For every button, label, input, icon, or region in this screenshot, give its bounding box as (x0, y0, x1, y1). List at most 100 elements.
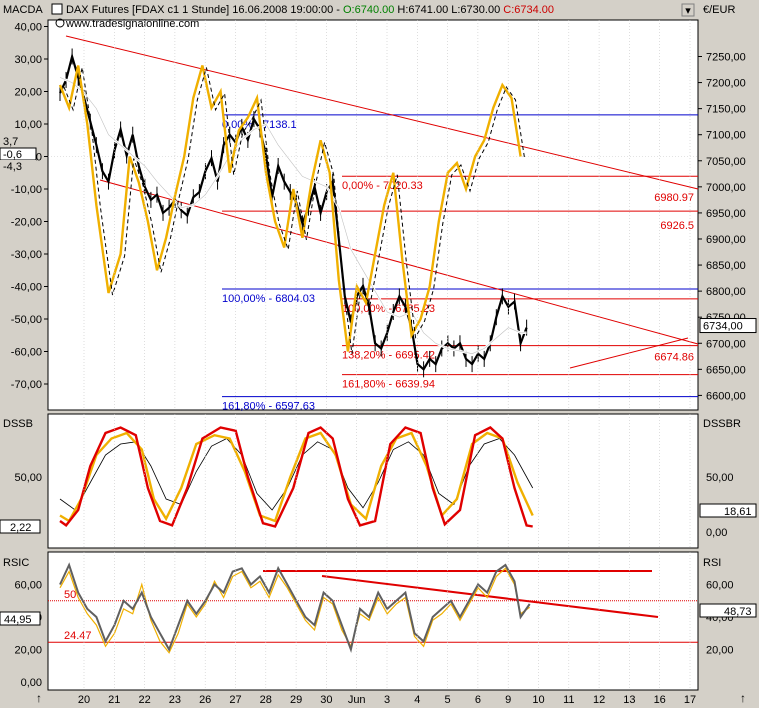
x-tick-label: 28 (260, 694, 272, 705)
rsi-right-tick: 60,00 (706, 580, 734, 592)
macd-tick-label: 10,00 (14, 119, 42, 131)
fib-red-label: 161,80% - 6639.94 (342, 379, 435, 391)
value-box-text: 3,7 (3, 136, 18, 148)
price-tick-label: 6800,00 (706, 286, 746, 298)
x-tick-label: 6 (475, 694, 481, 705)
fib-red-label: 0,00% - 7020.33 (342, 180, 423, 192)
level-label: 6674.86 (654, 351, 694, 363)
trend-line-support (569, 337, 689, 369)
value-box (0, 160, 36, 172)
current-price-text: 6734,00 (703, 321, 743, 333)
stoch-red-line (59, 426, 533, 528)
macd-tick-label: 30,00 (14, 54, 42, 66)
x-tick-label: 26 (199, 694, 211, 705)
copyright-icon (55, 18, 65, 28)
macd-yellow-line (58, 65, 522, 352)
trend-line-upper (65, 35, 699, 190)
x-tick-label: 27 (229, 694, 241, 705)
x-tick-label: 30 (320, 694, 332, 705)
rsi-left-label: RSIC (3, 557, 29, 569)
value-box (0, 135, 36, 147)
fib-red-label: 138,20% - 6695.42 (342, 350, 435, 362)
rsi-left-tick: 0,00 (21, 677, 42, 689)
macd-tick-label: -10,00 (11, 184, 42, 196)
rsi-panel[interactable] (47, 551, 699, 691)
x-tick-label: 9 (505, 694, 511, 705)
scroll-right-icon[interactable]: ↑ (740, 691, 746, 705)
stoch-right-box (699, 503, 757, 518)
macd-tick-label: 40,00 (14, 22, 42, 34)
rsi-left-tick: 60,00 (14, 580, 42, 592)
x-tick-label: 17 (684, 694, 696, 705)
stoch-left-tick: 50,00 (14, 472, 42, 484)
trend-line-lower (99, 179, 699, 345)
stochastic-chart (59, 426, 534, 528)
macd-tick-label: -50,00 (11, 314, 42, 326)
price-tick-label: 7100,00 (706, 130, 746, 142)
x-tick-label: 21 (108, 694, 120, 705)
rsi-trend-line (321, 575, 659, 618)
price-tick-label: 6950,00 (706, 208, 746, 220)
rsi-level-label: 24.47 (64, 630, 92, 642)
stoch-right-label: DSSBR (703, 418, 741, 430)
title-part: H:6741.00 L:6730.00 (394, 4, 503, 16)
rsi-left-tick: 20,00 (14, 645, 42, 657)
axes: 20 21 22 23 26 27 28 29 30 Jun 3 4 5 6 9 10 11 12 13 16 17 72… (0, 20, 757, 706)
rsi-right-tick: 20,00 (706, 645, 734, 657)
rsi-left-box-text: 44,95 (4, 614, 32, 626)
stoch-orange-line (59, 431, 534, 523)
value-box-text: -4,3 (3, 161, 22, 173)
price-tick-label: 7150,00 (706, 104, 746, 116)
left-axis-label: MACDA (3, 4, 43, 16)
macd-tick-label: -60,00 (11, 347, 42, 359)
rsi-right-box-text: 48,73 (724, 606, 752, 618)
macd-tick-label: -30,00 (11, 249, 42, 261)
price-tick-label: 6700,00 (706, 338, 746, 350)
current-price-box (699, 318, 757, 334)
x-tick-label: 20 (78, 694, 90, 705)
x-tick-label: 23 (169, 694, 181, 705)
svg-text:▾: ▾ (685, 5, 691, 17)
stoch-right-tick: 0,00 (706, 527, 727, 539)
price-tick-label: 6650,00 (706, 364, 746, 376)
price-panel[interactable] (47, 19, 699, 411)
stoch-left-box (0, 519, 41, 534)
macd-signal-line (63, 67, 526, 354)
x-tick-label: Jun (348, 694, 366, 705)
macd-tick-label: -70,00 (11, 379, 42, 391)
x-tick-label: 5 (445, 694, 451, 705)
x-tick-label: 12 (593, 694, 605, 705)
x-tick-label: 13 (623, 694, 635, 705)
rsi-right-label: RSI (703, 557, 721, 569)
title-part: DAX Futures [FDAX c1 1 Stunde] 16.06.200… (66, 4, 343, 16)
macd-tick-label: -40,00 (11, 282, 42, 294)
x-tick-label: 22 (138, 694, 150, 705)
macd-tick-label: -20,00 (11, 217, 42, 229)
x-tick-label: 11 (563, 694, 574, 705)
chart-title: DAX Futures [FDAX c1 1 Stunde] 16.06.200… (66, 4, 554, 16)
rsi-right-box (699, 603, 757, 618)
level-label: 6926.5 (660, 220, 694, 232)
title-part: O:6740.00 (343, 4, 394, 16)
title-part: C:6734.00 (503, 4, 554, 16)
price-tick-label: 7250,00 (706, 51, 746, 63)
scroll-left-icon[interactable]: ↑ (36, 691, 42, 705)
rsi-level-label: 50 (64, 589, 76, 601)
x-tick-label: 4 (414, 694, 420, 705)
minimize-button[interactable]: ▾ (681, 3, 695, 17)
stoch-right-box-text: 18,61 (724, 506, 752, 518)
x-tick-label: 10 (532, 694, 544, 705)
price-tick-label: 7200,00 (706, 78, 746, 90)
collapse-icon[interactable] (51, 3, 63, 15)
signal-white-line (59, 77, 527, 355)
value-box-text: -0,6 (3, 149, 22, 161)
price-tick-label: 6850,00 (706, 260, 746, 272)
stoch-right-tick: 50,00 (706, 472, 734, 484)
stochastic-panel[interactable] (47, 413, 699, 549)
fib-blue-label: 100,00% - 6804.03 (222, 293, 315, 305)
price-tick-label: 7050,00 (706, 156, 746, 168)
stoch-left-label: DSSB (3, 418, 33, 430)
